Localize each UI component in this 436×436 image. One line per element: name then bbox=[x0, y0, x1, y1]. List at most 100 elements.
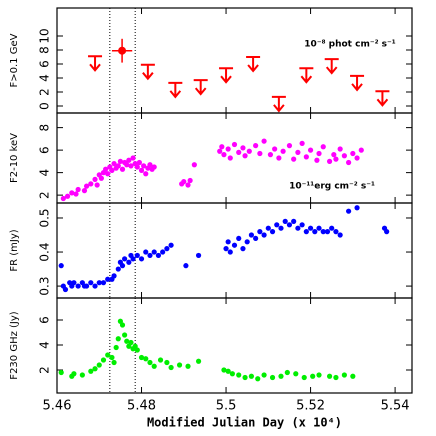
data-point bbox=[187, 177, 193, 184]
data-point bbox=[115, 266, 121, 272]
data-point bbox=[100, 357, 107, 363]
data-point bbox=[62, 286, 69, 293]
data-point bbox=[303, 229, 309, 235]
data-point bbox=[191, 162, 197, 168]
data-point bbox=[136, 159, 143, 166]
data-point bbox=[240, 246, 246, 252]
data-point bbox=[267, 152, 274, 158]
data-point bbox=[130, 256, 136, 262]
data-point bbox=[115, 163, 121, 169]
data-point bbox=[244, 239, 250, 245]
data-point bbox=[183, 263, 189, 269]
x-tick-label: 5.46 bbox=[43, 399, 72, 414]
data-point bbox=[73, 191, 79, 197]
data-point bbox=[331, 152, 337, 158]
data-point bbox=[242, 374, 248, 381]
data-point bbox=[92, 283, 98, 289]
data-point bbox=[274, 222, 280, 228]
data-point bbox=[143, 356, 149, 362]
y-tick-label: 0 bbox=[38, 102, 52, 110]
data-point bbox=[168, 242, 174, 248]
data-point bbox=[248, 232, 255, 238]
data-point bbox=[126, 259, 132, 265]
data-point bbox=[143, 171, 149, 177]
data-point bbox=[257, 150, 263, 157]
data-point bbox=[160, 249, 166, 255]
data-point bbox=[143, 249, 149, 255]
data-point bbox=[350, 373, 356, 379]
data-point bbox=[307, 147, 314, 153]
y-tick-label: 0.3 bbox=[38, 277, 52, 296]
data-point bbox=[126, 157, 132, 163]
data-point bbox=[103, 166, 109, 172]
data-point bbox=[124, 162, 130, 168]
data-point bbox=[219, 144, 225, 150]
data-point bbox=[324, 229, 331, 235]
upper-limit bbox=[88, 55, 103, 72]
data-point bbox=[310, 373, 316, 379]
y-tick-label: 6 bbox=[38, 60, 52, 68]
y-axis-label: F>0.1 GeV bbox=[9, 33, 20, 87]
data-point bbox=[79, 372, 85, 378]
data-point bbox=[312, 229, 318, 235]
y-tick-label: 2 bbox=[38, 88, 52, 96]
data-point bbox=[96, 280, 102, 286]
data-point bbox=[346, 159, 352, 166]
data-point bbox=[138, 256, 145, 262]
data-point bbox=[58, 369, 64, 376]
data-point bbox=[341, 153, 347, 159]
data-point bbox=[147, 162, 153, 168]
data-point bbox=[346, 208, 352, 214]
panel: 2 4 6 8 F2-10 keV 10⁻¹¹erg cm⁻² s⁻¹ bbox=[9, 112, 413, 204]
data-point bbox=[278, 373, 284, 379]
data-point bbox=[261, 138, 267, 144]
data-point bbox=[350, 150, 356, 157]
data-point bbox=[286, 143, 293, 149]
data-point bbox=[128, 163, 134, 169]
data-point bbox=[75, 283, 81, 289]
data-point bbox=[111, 161, 117, 167]
data-point bbox=[134, 347, 140, 353]
data-point bbox=[257, 229, 263, 235]
upper-limit bbox=[271, 95, 286, 113]
data-point bbox=[151, 363, 157, 369]
data-point bbox=[231, 242, 238, 248]
data-point bbox=[92, 366, 98, 372]
panel: 0.3 0.4 0.5 FR (mJy) bbox=[9, 202, 413, 299]
data-point bbox=[88, 181, 94, 187]
upper-limit bbox=[350, 74, 365, 92]
data-point bbox=[326, 373, 333, 379]
data-point bbox=[88, 280, 94, 286]
data-point bbox=[314, 157, 320, 163]
upper-limit bbox=[246, 56, 261, 73]
panel: 0 2 4 6 8 10 F>0.1 GeV 10⁻⁸ phot cm⁻² s⁻¹ bbox=[9, 7, 413, 114]
data-point bbox=[221, 152, 227, 158]
data-point bbox=[58, 263, 64, 269]
data-point bbox=[227, 249, 233, 255]
y-tick-label: 4 bbox=[38, 169, 52, 177]
data-point bbox=[223, 246, 229, 252]
data-point bbox=[269, 374, 276, 381]
data-point bbox=[354, 205, 360, 211]
data-point bbox=[124, 338, 130, 344]
data-point bbox=[384, 229, 390, 235]
annotation: 10⁻¹¹erg cm⁻² s⁻¹ bbox=[289, 182, 375, 192]
data-point bbox=[105, 171, 111, 177]
data-point bbox=[164, 359, 170, 366]
data-point bbox=[195, 358, 202, 364]
data-point bbox=[295, 149, 301, 155]
data-point bbox=[358, 147, 364, 153]
data-point bbox=[293, 371, 299, 377]
data-point bbox=[337, 146, 343, 152]
data-point bbox=[119, 322, 126, 328]
data-point bbox=[105, 352, 111, 358]
x-tick-label: 5.5 bbox=[216, 399, 237, 414]
panel: 5.46 5.48 5.5 5.52 5.54 2 4 6 F230 GHz (Jy) Modif… bbox=[9, 297, 413, 430]
upper-limit bbox=[375, 90, 390, 107]
data-point bbox=[280, 148, 286, 154]
data-point bbox=[96, 362, 102, 368]
data-point bbox=[111, 359, 117, 366]
data-point bbox=[128, 339, 134, 346]
data-point bbox=[246, 148, 252, 154]
